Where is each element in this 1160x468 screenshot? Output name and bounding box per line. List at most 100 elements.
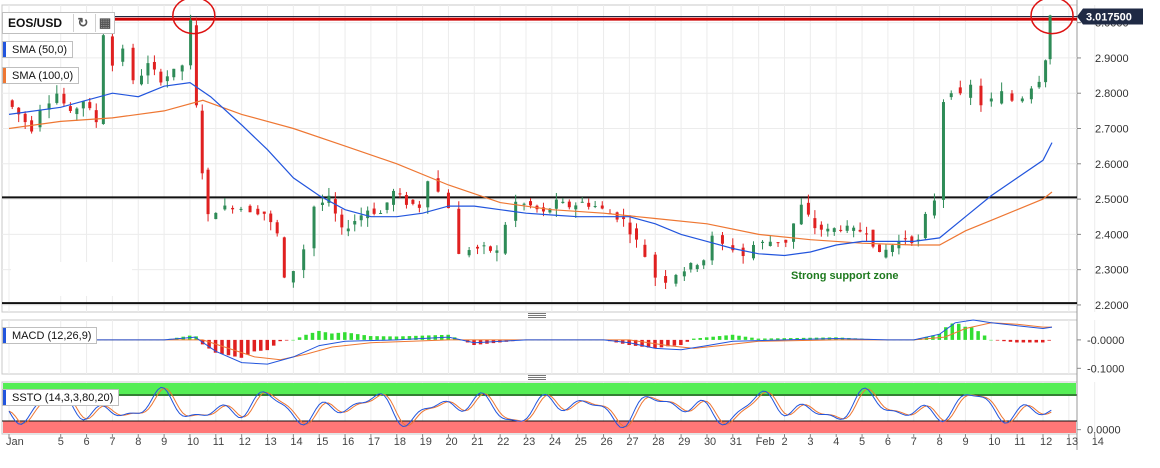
candle: [55, 85, 59, 105]
candle: [1029, 86, 1033, 104]
candle-body: [664, 276, 668, 283]
candle: [1020, 96, 1024, 103]
candle-body: [932, 200, 936, 216]
candle-body: [476, 246, 480, 249]
candle-body: [385, 202, 389, 210]
candle: [457, 201, 461, 255]
macd-legend[interactable]: MACD (12,26,9): [2, 327, 98, 344]
candle-body: [806, 202, 810, 215]
candle: [702, 259, 706, 269]
candle-body: [903, 238, 907, 240]
candle: [488, 245, 492, 253]
macd-hist-bar: [304, 334, 308, 340]
candle-body: [845, 225, 849, 231]
x-tick-label: 15: [316, 436, 328, 448]
candle-body: [813, 218, 817, 229]
sma100-legend[interactable]: SMA (100,0): [2, 67, 80, 84]
x-tick-label: 17: [368, 436, 380, 448]
macd-hist-bar: [362, 335, 366, 340]
candle: [622, 208, 626, 227]
macd-hist-bar: [1002, 339, 1006, 342]
candle-body: [871, 229, 875, 247]
ssto-k-line: [8, 386, 1052, 429]
candle-body: [819, 224, 823, 230]
macd-hist-bar: [717, 336, 722, 340]
candle: [146, 55, 150, 84]
candle-body: [482, 245, 486, 247]
symbol-badge[interactable]: EOS/USD ↻ ▦: [2, 12, 115, 34]
candle: [989, 92, 993, 107]
candle-body: [495, 250, 499, 253]
blank-overlay: [11, 262, 132, 296]
candle: [436, 170, 440, 193]
candle-body: [916, 239, 920, 241]
candle-body: [1020, 98, 1024, 102]
x-tick-label: 28: [652, 436, 664, 448]
x-tick-label: 9: [161, 436, 167, 448]
macd-hist-bar: [278, 339, 282, 342]
candle-body: [404, 194, 408, 205]
x-tick-label: Jan: [6, 436, 24, 448]
macd-signal-line: [9, 322, 1052, 361]
macd-hist-bar: [207, 339, 211, 349]
macd-pane-resize-handle[interactable]: [528, 313, 546, 318]
candle-body: [248, 205, 252, 213]
candle: [353, 214, 357, 232]
y-tick-label: 2.2000: [1095, 300, 1129, 312]
candle-body: [38, 109, 42, 128]
macd-hist-bar: [937, 333, 942, 340]
candle-body: [68, 106, 72, 111]
macd-hist-bar: [233, 339, 237, 357]
macd-hist-bar: [1041, 339, 1045, 343]
x-tick-label: 7: [911, 436, 917, 448]
macd-hist-bar: [976, 331, 980, 340]
candle-body: [751, 244, 755, 259]
candle: [110, 30, 114, 72]
ssto-legend-label: SSTO (14,3,3,80,20): [12, 392, 114, 404]
candle: [635, 223, 639, 248]
macd-hist-bar: [776, 338, 780, 340]
candle: [1048, 14, 1052, 65]
candle: [62, 87, 66, 106]
candle-body: [81, 101, 85, 109]
candle-body: [710, 235, 714, 261]
macd-hist-bar: [692, 338, 696, 340]
candle: [806, 194, 810, 217]
candle: [239, 206, 243, 212]
candle-body: [541, 207, 545, 212]
macd-pane-frame: [1, 319, 1078, 375]
sma100-legend-swatch: [3, 68, 6, 83]
candle-body: [88, 102, 92, 109]
candle: [923, 211, 927, 240]
candle-body: [561, 201, 565, 203]
candle: [503, 221, 507, 255]
x-tick-label: 14: [1092, 436, 1104, 448]
ssto-legend[interactable]: SSTO (14,3,3,80,20): [2, 389, 120, 406]
calendar-icon[interactable]: ▦: [95, 14, 114, 32]
refresh-icon[interactable]: ↻: [73, 14, 92, 32]
candle-body: [180, 65, 184, 72]
x-tick-label: 9: [962, 436, 968, 448]
candle: [751, 241, 755, 261]
macd-hist-bar: [297, 337, 302, 340]
candle: [359, 207, 363, 227]
candle: [88, 97, 92, 111]
macd-hist-bar: [982, 335, 987, 340]
ssto-pane-resize-handle[interactable]: [528, 375, 546, 380]
candle: [839, 225, 843, 233]
candle-body: [839, 229, 843, 231]
symbol-label: EOS/USD: [8, 16, 63, 30]
candle-body: [761, 241, 765, 243]
macd-line: [9, 319, 1053, 365]
candle: [385, 202, 389, 214]
candle: [366, 206, 370, 227]
candle: [941, 99, 945, 209]
price-badge-bg: [1077, 8, 1143, 25]
candle: [165, 70, 169, 88]
candle-body: [101, 35, 105, 125]
candle-body: [884, 249, 888, 258]
candle-body: [731, 245, 735, 251]
candle: [180, 64, 184, 81]
sma50-legend[interactable]: SMA (50,0): [2, 41, 74, 58]
candle-body: [467, 250, 471, 256]
